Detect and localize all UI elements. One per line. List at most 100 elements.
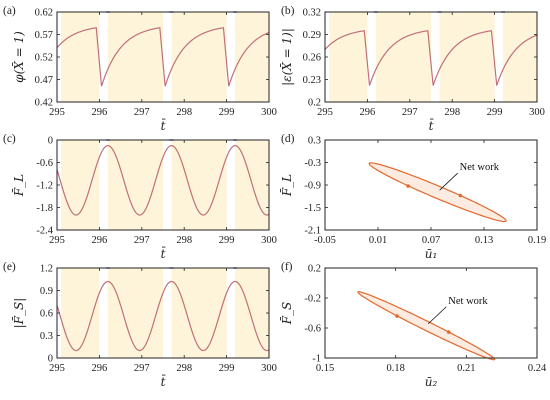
annotation-leader (428, 306, 447, 325)
y-tick-label: -1.8 (36, 203, 53, 214)
x-tick-label: 299 (219, 235, 235, 246)
y-tick-label: 0 (48, 354, 53, 365)
loop-arrow (395, 314, 399, 318)
x-tick-label: 0.15 (316, 363, 334, 374)
axes-frame (324, 267, 538, 359)
y-tick-label: 0.52 (35, 53, 53, 64)
x-axis-label: t̄ (429, 117, 435, 133)
y-tick-label: 0.29 (303, 30, 321, 41)
x-tick-label: 297 (134, 363, 150, 374)
y-tick-label: -0.6 (36, 158, 53, 169)
x-tick-label: 0.18 (386, 363, 404, 374)
x-tick-label: 299 (219, 107, 235, 118)
panel-c: 295 296 297 298 299 300 -2.4 -1.8 -1.2 -0.6 0 (c) t̄… (3, 133, 277, 261)
shaded-interval (235, 12, 269, 102)
y-axis-label: |ε(X̄ = 1)| (279, 28, 294, 86)
y-tick-label: 0.6 (40, 309, 53, 320)
shaded-interval (171, 268, 227, 358)
series-line (324, 30, 538, 86)
panel-label: (f) (281, 261, 293, 273)
x-tick-label: 296 (360, 107, 376, 118)
loop-arrow (446, 330, 451, 334)
x-axis-label: ū₁ (425, 247, 438, 261)
shaded-interval (329, 12, 368, 102)
x-tick-label: 0.21 (457, 363, 475, 374)
x-tick-label: 300 (261, 107, 277, 118)
y-tick-label: 0.3 (40, 331, 53, 342)
y-tick-label: -1.5 (304, 203, 321, 214)
y-axis-label: F̄_L (279, 174, 294, 197)
y-tick-label: 0.57 (35, 30, 53, 41)
shaded-interval (61, 268, 100, 358)
loop-arrow (458, 193, 463, 198)
x-tick-label: 296 (92, 235, 108, 246)
series-line (56, 27, 270, 87)
y-tick-label: 0.3 (308, 136, 321, 147)
x-tick-label: 0.24 (528, 363, 547, 374)
y-tick-label: -2.4 (36, 226, 53, 237)
x-tick-label: 0.13 (475, 235, 493, 246)
x-tick-label: 297 (402, 107, 418, 118)
y-tick-label: 0.42 (35, 98, 53, 109)
x-tick-label: 298 (444, 107, 460, 118)
x-tick-label: 300 (261, 235, 277, 246)
x-tick-label: 0.07 (422, 235, 440, 246)
panel-label: (a) (3, 5, 16, 17)
x-tick-label: 300 (529, 107, 545, 118)
x-axis-label: t̄ (161, 117, 167, 133)
x-tick-label: 295 (49, 235, 65, 246)
x-tick-label: 296 (92, 363, 108, 374)
shaded-interval (61, 140, 100, 230)
y-tick-label: -2.1 (304, 226, 321, 237)
y-axis-label: φ(X̄ = 1) (11, 31, 26, 83)
x-tick-label: 295 (317, 107, 333, 118)
x-tick-label: -0.05 (314, 235, 336, 246)
panel-f: Net work 0.15 0.18 0.21 0.24 -1 -0.6 -0.2 0.2 (f)… (279, 261, 547, 389)
annotation-net-work: Net work (460, 162, 500, 173)
shaded-interval (61, 12, 100, 102)
panel-d: Net work -0.05 0.01 0.07 0.13 0.19 -2.1 -1.5 -0.… (279, 133, 546, 261)
x-tick-label: 300 (261, 363, 277, 374)
y-tick-label: 0.32 (303, 8, 321, 19)
y-tick-label: -1.2 (36, 181, 53, 192)
panel-e: 295 296 297 298 299 300 0 0.3 0.6 0.9 1.2 (e) t̄ |F̄_… (3, 261, 277, 389)
y-tick-label: 0.23 (303, 75, 321, 86)
shaded-interval (235, 268, 269, 358)
x-tick-label: 295 (49, 363, 65, 374)
shaded-interval (171, 12, 227, 102)
shaded-interval (439, 12, 495, 102)
y-tick-label: 0.26 (303, 53, 321, 64)
annotation-net-work: Net work (448, 296, 488, 307)
panel-label: (c) (3, 133, 16, 145)
x-tick-label: 299 (487, 107, 503, 118)
x-tick-label: 297 (134, 107, 150, 118)
panel-a: 295 296 297 298 299 300 0.42 0.47 0.52 0.57 0.62 (a… (3, 5, 277, 133)
panel-label: (e) (3, 261, 16, 273)
y-tick-label: 1.2 (40, 264, 53, 275)
y-tick-label: 0.2 (308, 98, 321, 109)
y-tick-label: 0.62 (35, 8, 53, 19)
x-tick-label: 298 (176, 363, 192, 374)
x-tick-label: 298 (176, 107, 192, 118)
shaded-interval (107, 12, 163, 102)
y-tick-label: -0.6 (304, 324, 321, 335)
x-tick-label: 0.19 (528, 235, 546, 246)
shaded-interval (503, 12, 537, 102)
loop-arrow (406, 184, 410, 188)
shaded-interval (375, 12, 431, 102)
x-axis-label: t̄ (161, 245, 167, 261)
y-tick-label: -0.3 (304, 158, 321, 169)
panel-b: 295 296 297 298 299 300 0.2 0.23 0.26 0.29 0.32 (b)… (279, 5, 545, 133)
x-axis-label: t̄ (161, 373, 167, 389)
y-tick-label: 0 (48, 136, 53, 147)
x-tick-label: 296 (92, 107, 108, 118)
x-tick-label: 295 (49, 107, 65, 118)
panel-label: (b) (281, 5, 295, 17)
y-tick-label: -0.2 (304, 294, 321, 305)
series-line (56, 145, 270, 216)
y-axis-label: F̄_L (11, 174, 26, 197)
y-axis-label: |F̄_S| (11, 298, 26, 329)
panel-label: (d) (281, 133, 295, 145)
y-tick-label: -1 (312, 354, 321, 365)
